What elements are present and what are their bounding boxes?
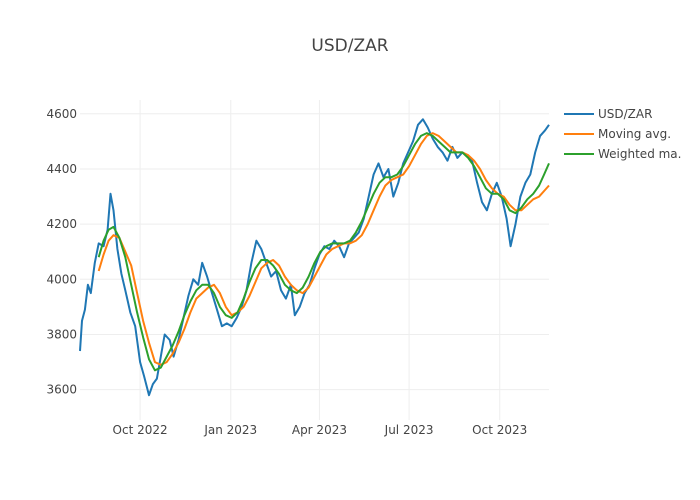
y-tick-label: 3800 [46,327,77,341]
y-tick-label: 4400 [46,162,77,176]
x-tick-label: Oct 2023 [472,423,527,437]
legend-label: USD/ZAR [598,107,652,121]
y-tick-label: 4600 [46,107,77,121]
legend-item[interactable]: USD/ZAR [564,107,652,121]
chart-title: USD/ZAR [311,36,388,56]
x-tick-label: Apr 2023 [292,423,347,437]
axis-ticks: 3600 3800 4000 4200 4400 4600 Oct 2022 Jan 2023… [46,107,527,437]
legend-item[interactable]: Moving avg. [564,127,671,141]
series-line-weighted-ma[interactable] [97,132,550,372]
grid-lines [80,100,549,420]
series-line-moving-avg[interactable] [97,132,550,366]
series-lines [79,118,550,397]
legend-item[interactable]: Weighted ma. [564,147,681,161]
x-tick-label: Jul 2023 [384,423,434,437]
y-tick-label: 3600 [46,383,77,397]
x-tick-label: Oct 2022 [113,423,168,437]
legend-label: Weighted ma. [598,147,681,161]
y-tick-label: 4200 [46,217,77,231]
y-tick-label: 4000 [46,272,77,286]
legend[interactable]: USD/ZAR Moving avg. Weighted ma. [564,107,681,161]
legend-label: Moving avg. [598,127,671,141]
series-line-usd-zar[interactable] [79,118,550,397]
x-tick-label: Jan 2023 [203,423,257,437]
